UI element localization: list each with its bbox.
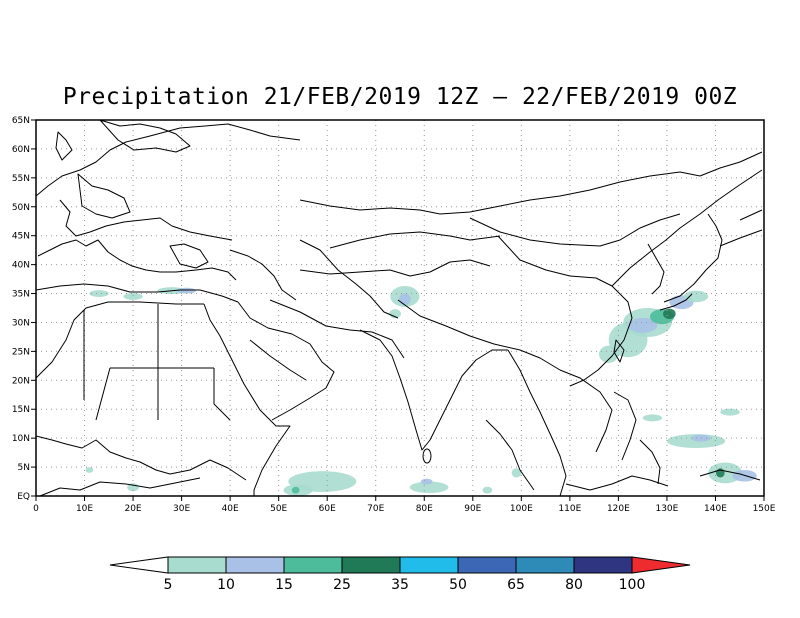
x-tick-label: 120E (607, 504, 630, 514)
precip-area (642, 414, 663, 422)
y-tick-label: 50N (12, 203, 30, 213)
colorbar-label: 10 (217, 577, 235, 593)
precip-area (683, 290, 709, 303)
graticule (36, 120, 764, 496)
y-tick-label: 40N (12, 261, 30, 271)
colorbar-box (573, 556, 633, 574)
chart-title: Precipitation 21/FEB/2019 12Z – 22/FEB/2… (62, 84, 738, 110)
y-tick-label: 55N (12, 174, 30, 184)
y-tick-label: 5N (18, 463, 30, 473)
colorbar-box (515, 556, 575, 574)
x-tick-label: 40E (222, 504, 239, 514)
x-tick-label: 30E (173, 504, 190, 514)
x-tick-label: 140E (704, 504, 727, 514)
precip-area (85, 467, 94, 473)
precip-area (123, 292, 143, 300)
x-tick-label: 80E (416, 504, 433, 514)
colorbar-label: 35 (391, 577, 409, 593)
colorbar-box (167, 556, 227, 574)
colorbar-box (341, 556, 401, 574)
precip-area (389, 309, 401, 319)
y-tick-label: 35N (12, 290, 30, 300)
precip-area (291, 486, 300, 494)
colorbar-label: 5 (164, 577, 173, 593)
x-tick-label: 20E (124, 504, 141, 514)
precip-area (691, 434, 711, 442)
x-tick-label: 110E (558, 504, 581, 514)
map-frame (35, 119, 765, 497)
x-tick-label: 50E (270, 504, 287, 514)
precip-area (89, 290, 109, 298)
precip-area (628, 317, 658, 333)
y-tick-label: 20N (12, 376, 30, 386)
y-tick-label: 65N (12, 116, 30, 126)
precip-area (482, 486, 493, 494)
y-tick-label: 45N (12, 232, 30, 242)
x-tick-label: 70E (367, 504, 384, 514)
precip-area (720, 408, 740, 416)
colorbar-box (457, 556, 517, 574)
x-tick-label: 0 (33, 504, 39, 514)
precip-area (598, 345, 619, 363)
colorbar-label: 65 (507, 577, 525, 593)
colorbar-low-arrow (109, 556, 169, 574)
x-tick-label: 130E (655, 504, 678, 514)
precip-area (663, 308, 676, 319)
precipitation-layer (85, 286, 757, 497)
colorbar-label: 100 (619, 577, 646, 593)
precip-area (176, 287, 197, 294)
y-tick-label: EQ (17, 492, 30, 502)
colorbar-high-arrow (631, 556, 691, 574)
y-tick-label: 30N (12, 318, 30, 328)
x-tick-label: 100E (510, 504, 533, 514)
x-tick-label: 10E (76, 504, 93, 514)
precip-area (399, 293, 411, 306)
colorbar-box (399, 556, 459, 574)
colorbar-box (283, 556, 343, 574)
x-tick-label: 90E (464, 504, 481, 514)
x-tick-label: 60E (319, 504, 336, 514)
longitude-axis: 0 10E 20E 30E 40E 50E 60E 70E 80E 90E 100E 110E 120E… (33, 496, 776, 514)
colorbar-label: 80 (565, 577, 583, 593)
latitude-axis: EQ 5N 10N 15N 20N 25N 30N 35N 40N 45N 50N 55N 60N 65N (12, 116, 36, 502)
coastlines-borders (35, 119, 763, 497)
colorbar-box (225, 556, 285, 574)
colorbar-label: 50 (449, 577, 467, 593)
precip-area (409, 481, 449, 494)
x-tick-label: 150E (753, 504, 776, 514)
precip-area (511, 468, 522, 478)
y-tick-label: 25N (12, 347, 30, 357)
colorbar-label: 25 (333, 577, 351, 593)
colorbar: 5 10 15 25 35 50 65 80 100 (109, 556, 691, 593)
precip-area (420, 478, 433, 485)
y-tick-label: 15N (12, 405, 30, 415)
y-tick-label: 10N (12, 434, 30, 444)
map-border (35, 119, 765, 497)
colorbar-label: 15 (275, 577, 293, 593)
y-tick-label: 60N (12, 145, 30, 155)
